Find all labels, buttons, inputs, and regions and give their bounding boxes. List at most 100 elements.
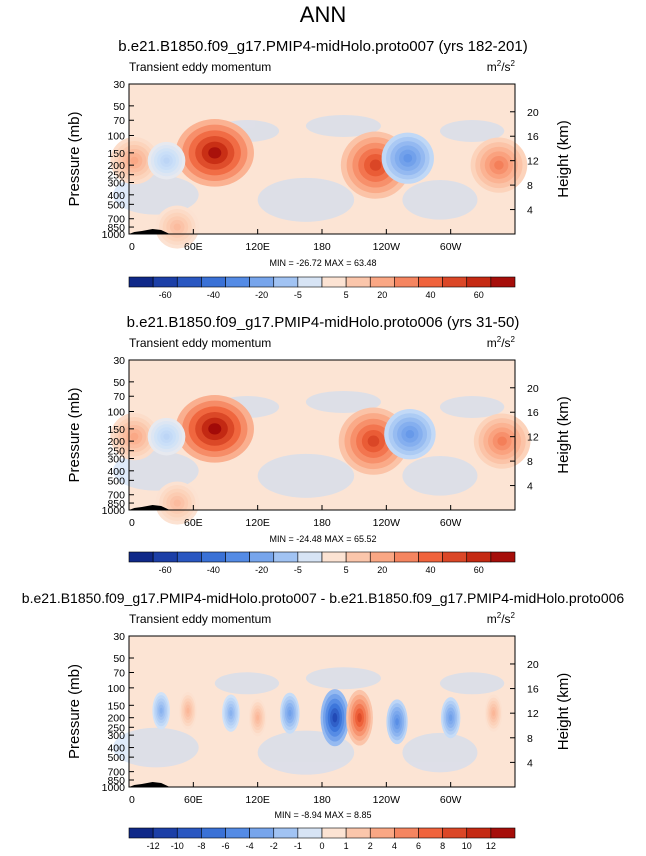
contour-level xyxy=(403,153,413,163)
x-tick-label: 180 xyxy=(313,517,331,529)
colorbar-label: 20 xyxy=(377,565,387,575)
field-patch xyxy=(439,672,505,695)
colorbar-box xyxy=(321,276,347,288)
colorbar-box xyxy=(273,276,299,288)
colorbar-box xyxy=(176,276,202,288)
colorbar-label: -40 xyxy=(207,290,220,300)
y-right-tick-label: 16 xyxy=(527,684,539,696)
chart-title: b.e21.B1850.f09_g17.PMIP4-midHolo.proto0… xyxy=(22,590,625,606)
contour-center xyxy=(320,689,350,747)
y-tick-label: 700 xyxy=(107,767,125,779)
y-right-tick-label: 16 xyxy=(527,407,539,419)
y-right-tick-label: 16 xyxy=(527,131,539,143)
chart-panel-1: b.e21.B1850.f09_g17.PMIP4-midHolo.proto0… xyxy=(66,38,572,300)
colorbar-box xyxy=(128,276,154,288)
field-patch xyxy=(257,177,355,222)
field-patch xyxy=(402,180,478,220)
y-tick-label: 1000 xyxy=(102,782,126,794)
y-tick-label: 700 xyxy=(107,214,125,226)
chart-subtitle: Transient eddy momentum xyxy=(129,336,271,350)
y-right-tick-label: 4 xyxy=(527,757,533,769)
y-axis-label: Pressure (mb) xyxy=(66,664,83,759)
x-tick-label: 60E xyxy=(184,794,203,806)
colorbar-box xyxy=(273,827,299,839)
colorbar-label: -20 xyxy=(255,290,268,300)
contour-level xyxy=(173,223,181,231)
colorbar-box xyxy=(466,276,492,288)
contour-center xyxy=(280,692,300,734)
field-patch xyxy=(112,175,199,215)
contour-center xyxy=(110,137,159,185)
y-axis-label-right: Height (km) xyxy=(555,396,572,474)
contour-level xyxy=(288,709,292,717)
y-axis-label: Pressure (mb) xyxy=(66,387,83,482)
y-tick-label: 250 xyxy=(107,722,125,734)
topography xyxy=(129,505,170,510)
chart-title: b.e21.B1850.f09_g17.PMIP4-midHolo.proto0… xyxy=(118,38,527,55)
colorbar-box xyxy=(490,827,516,839)
contour-level xyxy=(449,714,453,722)
units-label: m2/s2 xyxy=(487,335,516,350)
contour-level xyxy=(229,710,233,717)
colorbar-box xyxy=(297,551,323,563)
colorbar-box xyxy=(369,276,395,288)
y-right-tick-label: 20 xyxy=(527,383,539,395)
y-tick-label: 150 xyxy=(107,148,125,160)
colorbar-box xyxy=(249,827,275,839)
colorbar-box xyxy=(152,276,178,288)
x-tick-label: 120E xyxy=(245,794,270,806)
x-tick-label: 180 xyxy=(313,794,331,806)
y-tick-label: 70 xyxy=(113,667,125,679)
colorbar-label: -1 xyxy=(294,841,302,851)
colorbar-box xyxy=(418,827,443,839)
colorbar-box xyxy=(297,276,323,288)
colorbar-box xyxy=(273,551,299,563)
colorbar-label: -60 xyxy=(159,565,172,575)
chart-subtitle: Transient eddy momentum xyxy=(129,612,271,626)
contour-level xyxy=(208,423,222,435)
contour-center xyxy=(175,119,254,187)
y-tick-label: 400 xyxy=(107,190,125,202)
y-tick-label: 850 xyxy=(107,775,125,787)
colorbar-label: 0 xyxy=(319,841,324,851)
contour-center xyxy=(338,407,409,475)
colorbar-box xyxy=(418,276,443,288)
y-tick-label: 70 xyxy=(113,115,125,127)
y-right-tick-label: 12 xyxy=(527,708,539,720)
y-tick-label: 500 xyxy=(107,752,125,764)
y-right-tick-label: 12 xyxy=(527,156,539,168)
contour-center xyxy=(386,699,408,745)
topography xyxy=(129,229,170,234)
colorbar-box xyxy=(297,827,323,839)
topography xyxy=(129,782,170,787)
y-tick-label: 500 xyxy=(107,475,125,487)
field-patch xyxy=(402,732,478,773)
colorbar-box xyxy=(249,551,275,563)
contour-center xyxy=(381,132,434,184)
contour-level xyxy=(130,432,139,441)
y-right-tick-label: 20 xyxy=(527,107,539,119)
x-tick-label: 60E xyxy=(184,241,203,253)
y-right-tick-label: 8 xyxy=(527,180,533,192)
units-label: m2/s2 xyxy=(487,611,516,626)
colorbar-label: 1 xyxy=(344,841,349,851)
chart-panel-2: b.e21.B1850.f09_g17.PMIP4-midHolo.proto0… xyxy=(66,314,572,575)
contour-center xyxy=(222,694,240,732)
y-tick-label: 30 xyxy=(113,631,125,643)
y-right-tick-label: 4 xyxy=(527,481,533,493)
x-tick-label: 120W xyxy=(373,517,401,529)
contour-center xyxy=(484,694,503,732)
colorbar-label: -5 xyxy=(294,290,302,300)
colorbar-label: 40 xyxy=(426,565,436,575)
y-tick-label: 850 xyxy=(107,498,125,510)
colorbar-label: -8 xyxy=(197,841,205,851)
contour-center xyxy=(152,691,170,730)
colorbar: -60 -40 -20 -5 5 20 40 60 xyxy=(128,276,516,300)
colorbar-box xyxy=(418,551,443,563)
colorbar-box xyxy=(249,276,275,288)
y-tick-label: 400 xyxy=(107,466,125,478)
min-max-stats: MIN = -24.48 MAX = 65.52 xyxy=(269,534,376,544)
y-tick-label: 850 xyxy=(107,222,125,234)
chart-title: b.e21.B1850.f09_g17.PMIP4-midHolo.proto0… xyxy=(127,314,520,331)
field-patches xyxy=(112,390,505,498)
